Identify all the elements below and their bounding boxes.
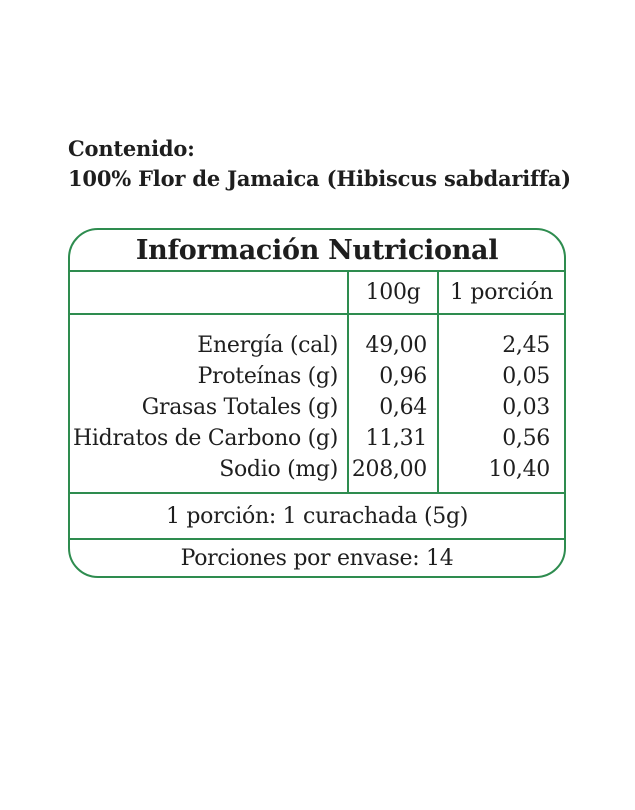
header-col-porcion: 1 porción bbox=[450, 280, 553, 305]
values-100g-column: 49,00 0,96 0,64 11,31 208,00 bbox=[347, 315, 439, 492]
header-empty-cell bbox=[70, 272, 347, 313]
value-100g: 49,00 bbox=[365, 333, 428, 358]
content-declaration: Contenido: 100% Flor de Jamaica (Hibiscu… bbox=[68, 134, 571, 194]
value-100g: 0,96 bbox=[379, 364, 427, 389]
nutrient-label: Sodio (mg) bbox=[219, 457, 338, 482]
table-body: Energía (cal) Proteínas (g) Grasas Total… bbox=[70, 313, 564, 492]
table-header-row: 100g 1 porción bbox=[70, 270, 564, 313]
serving-size-row: 1 porción: 1 curachada (5g) bbox=[70, 492, 564, 538]
value-portion: 2,45 bbox=[502, 333, 550, 358]
value-portion: 10,40 bbox=[488, 457, 551, 482]
content-heading: Contenido: bbox=[68, 136, 195, 161]
header-col-100g: 100g bbox=[347, 272, 439, 313]
value-portion: 0,56 bbox=[502, 426, 550, 451]
nutrition-table-title: Información Nutricional bbox=[135, 234, 499, 266]
servings-per-container-row: Porciones por envase: 14 bbox=[70, 538, 564, 576]
nutrition-facts-table: Información Nutricional 100g 1 porción E… bbox=[68, 228, 566, 578]
values-portion-column: 2,45 0,05 0,03 0,56 10,40 bbox=[439, 315, 564, 492]
content-ingredient: 100% Flor de Jamaica (Hibiscus sabdariff… bbox=[68, 166, 571, 191]
nutrient-label: Hidratos de Carbono (g) bbox=[73, 426, 338, 451]
nutrient-label: Grasas Totales (g) bbox=[141, 395, 339, 420]
value-portion: 0,03 bbox=[502, 395, 550, 420]
value-100g: 11,31 bbox=[365, 426, 428, 451]
nutrient-label: Proteínas (g) bbox=[197, 364, 339, 389]
nutrient-labels-column: Energía (cal) Proteínas (g) Grasas Total… bbox=[70, 315, 347, 492]
value-portion: 0,05 bbox=[502, 364, 550, 389]
value-100g: 208,00 bbox=[351, 457, 427, 482]
nutrient-label: Energía (cal) bbox=[197, 333, 338, 358]
value-100g: 0,64 bbox=[379, 395, 427, 420]
